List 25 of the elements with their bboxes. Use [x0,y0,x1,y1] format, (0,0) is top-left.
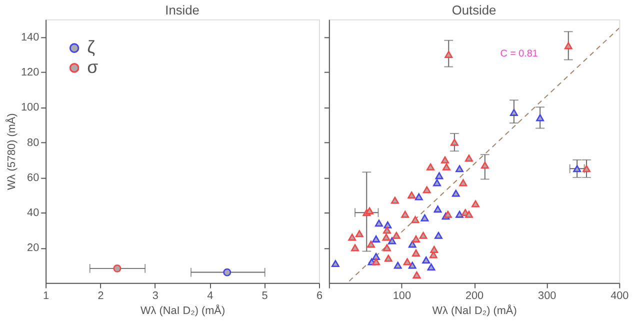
x-tick-label: 2 [98,290,104,302]
x-tick-label: 1 [43,290,50,302]
x-tick-label: 200 [465,290,484,302]
x-axis-title: Wλ (NaI D₂) (mÅ) [432,304,517,318]
y-tick-label: 60 [27,172,40,184]
y-tick-label: 100 [20,102,40,114]
x-tick-label: 300 [538,290,556,302]
y-tick-label: 120 [20,66,40,78]
x-axis-title: Wλ (NaI D₂) (mÅ) [140,304,226,318]
y-tick-label: 140 [20,31,40,44]
y-tick-label: 20 [27,242,40,254]
y-axis-title: Wλ (5780) (mÅ) [5,113,18,190]
x-tick-label: 6 [316,290,323,302]
legend-label: ζ [87,37,96,58]
legend-label: σ [87,56,98,77]
y-tick-label: 80 [27,136,40,149]
x-tick-label: 3 [152,290,158,302]
x-tick-label: 100 [392,290,412,302]
chart-title: Outside [452,2,496,18]
x-tick-label: 4 [207,290,214,302]
annotation: C = 0.81 [500,48,538,60]
x-tick-label: 400 [610,290,629,302]
y-tick-label: 40 [27,207,40,220]
chart-title: Inside [165,2,200,18]
x-tick-label: 5 [262,290,268,302]
